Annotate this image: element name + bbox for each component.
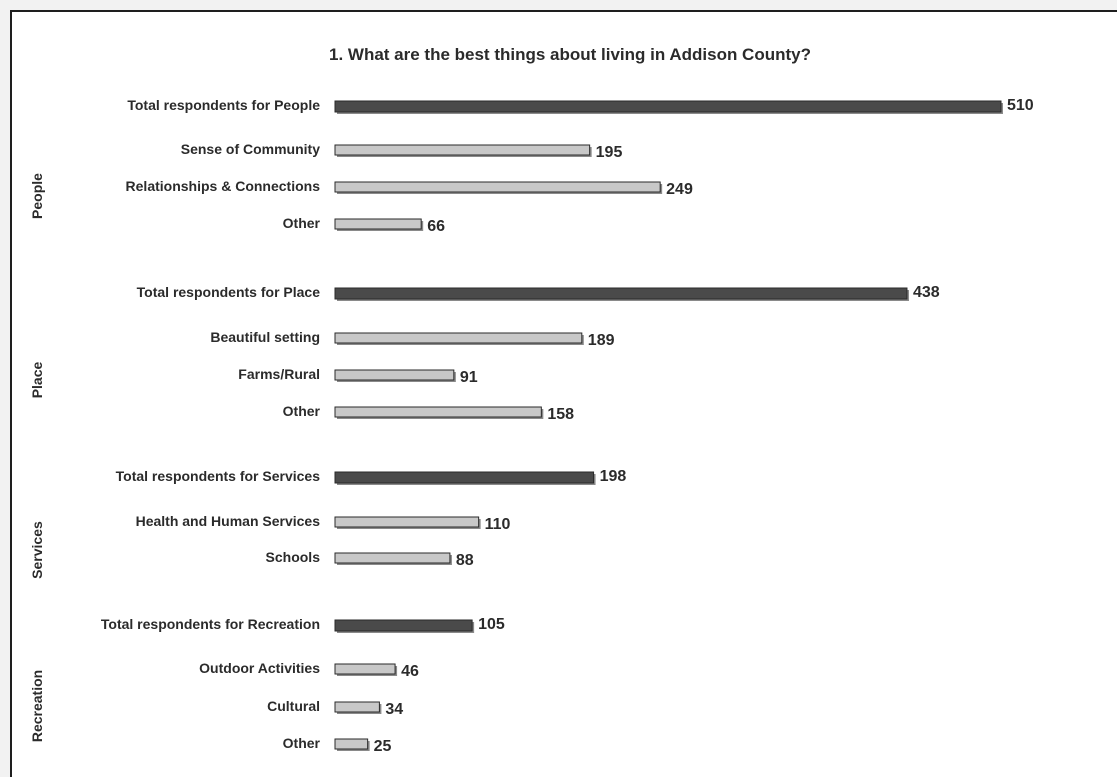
category-bar [334, 144, 591, 156]
value-label: 88 [456, 552, 474, 569]
category-label: Other [283, 735, 321, 751]
category-label: Beautiful setting [210, 329, 320, 345]
category-bar [334, 181, 661, 193]
value-label: 25 [374, 738, 392, 755]
value-label: 198 [600, 468, 627, 485]
chart-frame: 1. What are the best things about living… [10, 10, 1117, 777]
value-label: 249 [666, 181, 693, 198]
category-bar [334, 369, 455, 381]
category-bar [334, 406, 542, 418]
category-label: Relationships & Connections [126, 178, 321, 194]
category-bar [334, 218, 422, 230]
category-bar [334, 701, 380, 713]
value-label: 91 [460, 369, 478, 386]
category-label: Other [283, 403, 321, 419]
category-label: Total respondents for People [127, 97, 320, 113]
category-label: Farms/Rural [238, 366, 320, 382]
group-label: Place [29, 361, 45, 398]
chart-title: 1. What are the best things about living… [329, 45, 811, 64]
value-label: 510 [1007, 97, 1034, 114]
category-label: Health and Human Services [136, 513, 321, 529]
category-bar [334, 332, 583, 344]
total-bar [334, 100, 1002, 113]
category-label: Other [283, 215, 321, 231]
total-bar [334, 619, 473, 632]
group-label: Recreation [29, 670, 45, 742]
value-label: 105 [478, 616, 505, 633]
category-bar [334, 738, 369, 750]
value-label: 438 [913, 284, 940, 301]
value-label: 46 [401, 663, 419, 680]
value-label: 189 [588, 332, 615, 349]
category-label: Outdoor Activities [199, 660, 320, 676]
category-label: Total respondents for Services [116, 468, 321, 484]
category-bar [334, 552, 451, 564]
category-label: Schools [266, 549, 321, 565]
category-label: Total respondents for Recreation [101, 616, 320, 632]
category-label: Sense of Community [181, 141, 320, 157]
category-label: Total respondents for Place [137, 284, 321, 300]
category-bar [334, 663, 396, 675]
value-label: 110 [485, 516, 511, 533]
group-label: Services [29, 521, 45, 579]
category-bar [334, 516, 480, 528]
category-label: Cultural [267, 698, 320, 714]
value-label: 195 [596, 144, 623, 161]
value-label: 66 [427, 218, 445, 235]
total-bar [334, 287, 908, 300]
value-label: 34 [385, 701, 403, 718]
total-bar [334, 471, 595, 484]
bars-layer: Total respondents for People 510 Sense of … [29, 97, 1034, 755]
bar-chart: 1. What are the best things about living… [29, 45, 1034, 755]
group-label: People [29, 173, 45, 219]
value-label: 158 [547, 406, 574, 423]
